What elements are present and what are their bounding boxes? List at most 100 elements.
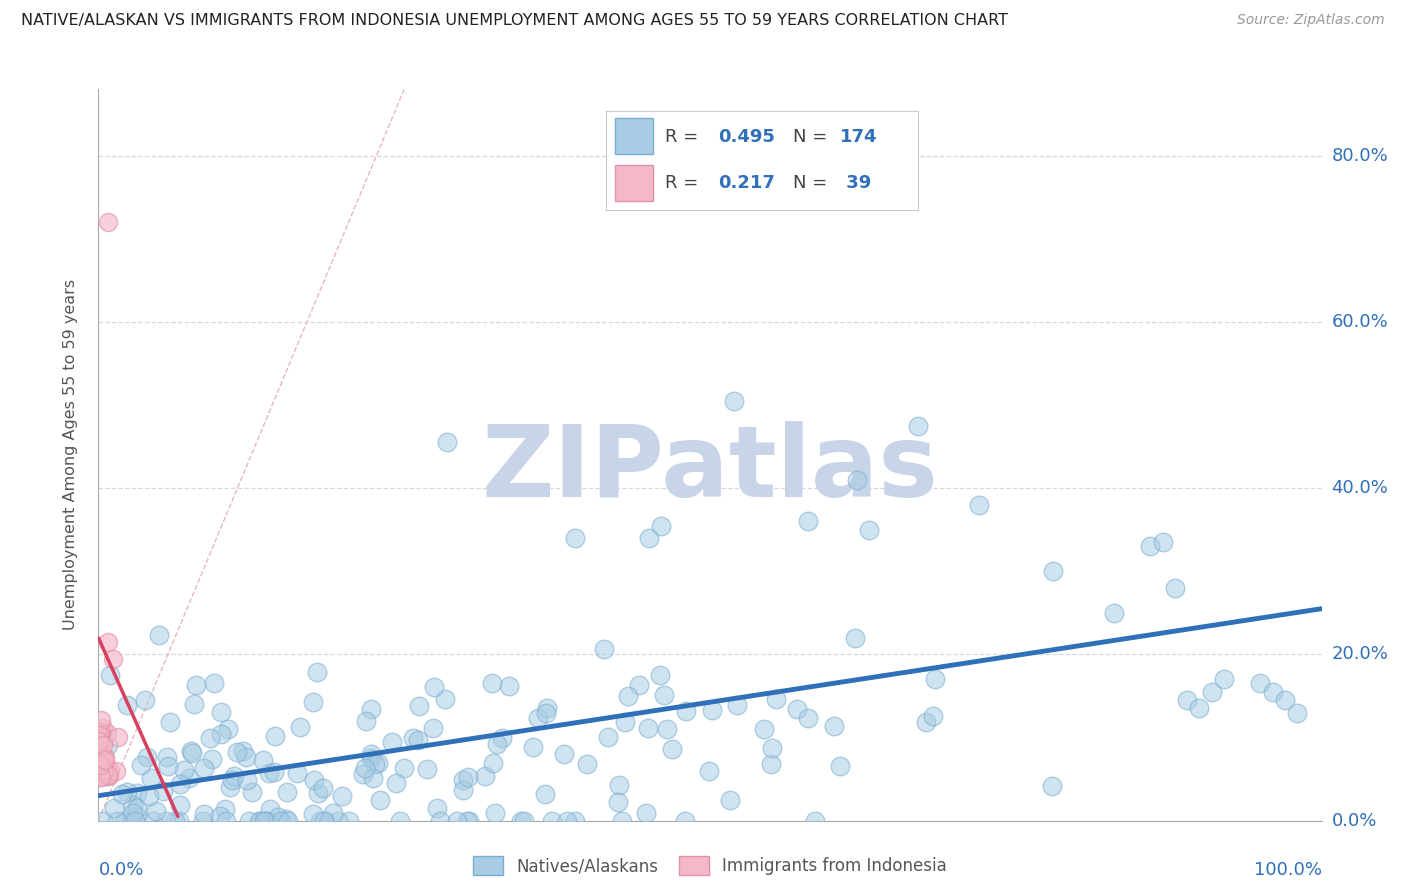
Text: ZIPatlas: ZIPatlas: [482, 421, 938, 518]
Point: [240, 784, 263, 798]
Point: [97, 215, 120, 229]
Point: [90, 759, 112, 773]
Point: [104, 764, 127, 779]
Point: [593, 642, 616, 657]
Text: 100.0%: 100.0%: [1254, 861, 1322, 879]
Point: [661, 741, 683, 756]
Point: [1175, 693, 1198, 707]
Point: [637, 531, 661, 545]
Point: [330, 789, 353, 803]
Point: [169, 814, 191, 828]
Point: [173, 763, 195, 777]
Point: [93, 738, 115, 752]
Point: [828, 759, 851, 773]
Point: [610, 814, 633, 828]
Point: [924, 672, 946, 686]
Point: [534, 787, 557, 801]
Point: [536, 701, 558, 715]
Point: [180, 746, 202, 760]
Point: [1188, 701, 1211, 715]
Point: [93, 764, 115, 778]
Point: [89, 757, 111, 772]
Point: [91, 750, 114, 764]
Point: [309, 814, 332, 828]
Point: [765, 691, 787, 706]
Point: [222, 769, 245, 783]
Y-axis label: Unemployment Among Ages 55 to 59 years: Unemployment Among Ages 55 to 59 years: [63, 279, 77, 631]
Point: [1212, 673, 1234, 687]
Point: [650, 668, 672, 682]
Point: [823, 719, 845, 733]
Point: [201, 752, 224, 766]
Point: [89, 771, 111, 785]
Point: [637, 721, 659, 735]
Point: [209, 809, 232, 823]
Point: [527, 711, 550, 725]
Point: [650, 518, 672, 533]
Point: [101, 651, 124, 665]
Point: [1102, 606, 1125, 620]
Point: [401, 731, 423, 745]
Point: [617, 689, 640, 703]
Point: [652, 688, 675, 702]
Point: [124, 814, 146, 828]
Point: [96, 726, 118, 740]
Point: [498, 679, 520, 693]
Point: [1249, 676, 1271, 690]
Point: [97, 769, 120, 783]
Point: [193, 761, 215, 775]
Point: [922, 709, 945, 723]
Point: [87, 727, 110, 741]
Text: 80.0%: 80.0%: [1331, 146, 1388, 165]
Point: [91, 764, 114, 778]
Point: [232, 744, 254, 758]
Point: [408, 698, 430, 713]
Point: [305, 665, 328, 680]
Point: [337, 814, 360, 828]
Text: 40.0%: 40.0%: [1331, 479, 1388, 497]
Point: [90, 725, 112, 739]
Point: [555, 814, 578, 828]
Point: [122, 805, 145, 820]
Text: 60.0%: 60.0%: [1331, 313, 1388, 331]
Point: [1040, 779, 1063, 793]
Point: [416, 762, 439, 776]
Point: [453, 783, 475, 797]
Point: [89, 748, 111, 763]
Point: [90, 770, 112, 784]
Text: 0.0%: 0.0%: [1331, 812, 1376, 830]
Point: [915, 715, 938, 730]
Point: [352, 767, 374, 781]
Point: [94, 753, 117, 767]
Point: [301, 807, 323, 822]
Point: [655, 722, 678, 736]
Point: [235, 773, 257, 788]
Point: [804, 814, 827, 828]
Point: [522, 739, 544, 754]
Point: [214, 802, 236, 816]
Point: [204, 676, 226, 690]
Point: [91, 732, 114, 747]
Point: [457, 770, 479, 784]
Point: [627, 678, 650, 692]
Point: [270, 814, 292, 828]
Point: [534, 706, 557, 720]
Point: [474, 769, 496, 783]
Point: [436, 435, 458, 450]
Point: [142, 814, 165, 828]
Point: [152, 784, 174, 798]
Point: [446, 814, 468, 828]
Point: [725, 698, 748, 713]
Point: [422, 680, 444, 694]
Point: [91, 762, 114, 776]
Point: [193, 806, 215, 821]
Point: [907, 418, 929, 433]
Point: [276, 785, 298, 799]
Point: [634, 806, 657, 821]
Point: [723, 393, 745, 408]
Point: [87, 733, 110, 747]
Point: [254, 814, 277, 828]
Point: [361, 771, 384, 785]
Point: [322, 805, 344, 820]
Point: [312, 814, 335, 828]
